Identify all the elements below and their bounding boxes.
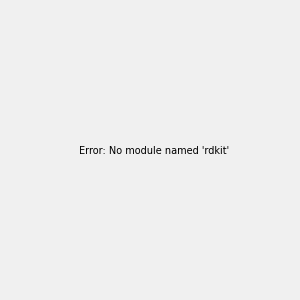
Text: Error: No module named 'rdkit': Error: No module named 'rdkit' [79,146,229,157]
